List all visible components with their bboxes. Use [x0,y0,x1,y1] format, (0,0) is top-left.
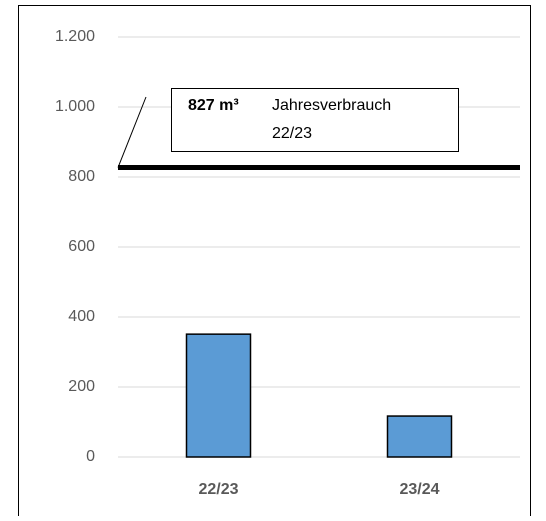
y-tick-label: 1.200 [55,28,95,45]
annotation-text: 22/23 [272,125,312,142]
y-tick-label: 200 [68,378,95,395]
y-tick-label: 0 [86,448,95,465]
annotation-text: Jahresverbrauch [272,97,391,114]
x-tick-label: 23/24 [399,481,439,498]
y-tick-label: 1.000 [55,98,95,115]
annotation-box [171,88,459,152]
bar [185,333,252,458]
y-tick-label: 600 [68,238,95,255]
leader-line [117,96,147,168]
x-tick-label: 22/23 [198,481,238,498]
bar [386,415,453,458]
annotation-value: 827 m³ [188,97,239,114]
y-tick-label: 800 [68,168,95,185]
y-tick-label: 400 [68,308,95,325]
chart-frame [18,5,531,521]
